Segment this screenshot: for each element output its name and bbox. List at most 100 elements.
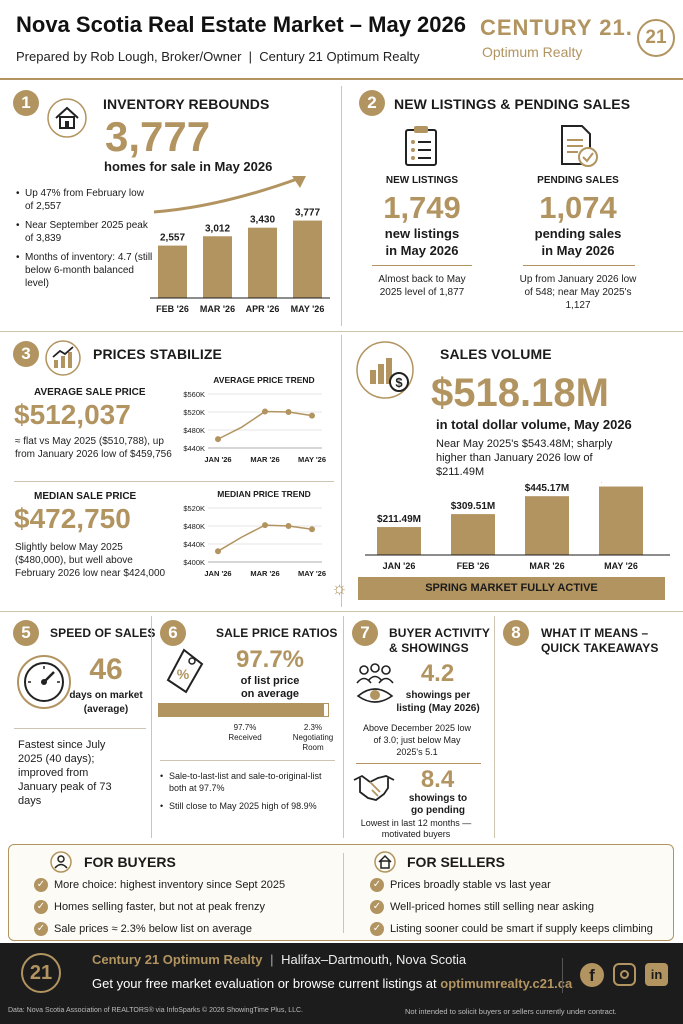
list-item: Near September 2025 peak of 3,839 xyxy=(16,219,154,245)
chart-title: AVERAGE PRICE TREND xyxy=(213,375,314,385)
divider xyxy=(14,728,146,729)
trend-arrowhead xyxy=(292,176,306,188)
linkedin-icon[interactable]: in xyxy=(645,963,668,986)
data-label: $445.17M xyxy=(525,483,569,494)
section-6-number: 6 xyxy=(160,620,186,646)
section-7-number: 7 xyxy=(352,620,378,646)
bar xyxy=(451,514,495,555)
data-label: $211.49M xyxy=(377,514,421,525)
showings-to-pending-note: Lowest in last 12 months — motivated buy… xyxy=(360,818,472,839)
bar-received-label: Received xyxy=(228,733,262,742)
data-label: $518.18M xyxy=(599,482,643,485)
bar xyxy=(203,236,232,298)
footer-cta-text: Get your free market evaluation or brows… xyxy=(92,976,441,991)
tick-label: $520K xyxy=(183,504,205,513)
data-point xyxy=(309,412,315,419)
list-item: Up 47% from February low of 2,557 xyxy=(16,187,154,213)
section-4-title: SALES VOLUME xyxy=(440,346,552,362)
bar-room-value: 2.3% xyxy=(303,723,323,732)
brand-logo: 21 xyxy=(637,19,675,57)
pending-sales-value: 1,074 xyxy=(539,190,617,225)
inventory-caption: homes for sale in May 2026 xyxy=(104,159,273,174)
data-point xyxy=(262,522,268,529)
handshake-icon xyxy=(352,770,396,809)
pending-sales-caption-2: in May 2026 xyxy=(541,243,615,258)
list-item-text: Sale prices ≈ 2.3% below list on average xyxy=(54,922,253,935)
tick-label: FEB '26 xyxy=(156,304,189,314)
data-label: 3,430 xyxy=(250,215,275,226)
divider xyxy=(14,481,334,482)
check-icon: ✓ xyxy=(370,900,384,914)
new-listings-caption-1: new listings xyxy=(384,226,460,241)
tick-label: $400K xyxy=(183,558,205,567)
section-3-title: PRICES STABILIZE xyxy=(93,346,222,362)
brand-logo-mark: 21 xyxy=(645,27,667,48)
median-price-value: $472,750 xyxy=(14,503,131,534)
section-8-number: 8 xyxy=(503,620,529,646)
showings-to-pending-value: 8.4 xyxy=(420,766,455,793)
takeaways-box xyxy=(8,844,674,941)
facebook-icon[interactable]: f xyxy=(580,963,604,987)
section-1-title: INVENTORY REBOUNDS xyxy=(103,96,270,112)
instagram-icon[interactable] xyxy=(613,963,636,986)
tick-label: $440K xyxy=(183,444,205,453)
instagram-lens xyxy=(620,970,629,979)
list-item: Months of inventory: 4.7 (still below 6-… xyxy=(16,251,154,290)
check-icon: ✓ xyxy=(34,900,48,914)
divider xyxy=(0,611,683,612)
list-item-text: More choice: highest inventory since Sep… xyxy=(54,878,286,891)
tick-label: MAR '26 xyxy=(250,455,279,464)
tick-label: MAR '26 xyxy=(250,569,279,578)
divider xyxy=(343,616,344,838)
divider xyxy=(151,616,152,838)
divider xyxy=(523,265,635,266)
series-line xyxy=(217,410,313,440)
section-2-number: 2 xyxy=(359,90,385,116)
list-item-text: Listing sooner could be smart if supply … xyxy=(390,922,653,935)
section-5-number: 5 xyxy=(13,620,39,646)
website-link[interactable]: optimumrealty.c21.ca xyxy=(440,976,573,991)
avg-price-note: ≈ flat vs May 2025 ($510,788), up from J… xyxy=(15,436,172,460)
showings-to-pending-caption-1: showings to xyxy=(408,793,468,804)
tick-label: FEB '26 xyxy=(457,561,490,571)
bar-room-label-1: Negotiating xyxy=(292,733,334,742)
footer xyxy=(0,943,683,1024)
divider xyxy=(341,335,342,607)
sellers-list: ✓ Prices broadly stable vs last year ✓ Wel… xyxy=(370,878,653,944)
footer-disclaimer: Not intended to solicit buyers or seller… xyxy=(405,1007,617,1016)
bar-received-value: 97.7% xyxy=(233,723,257,732)
bar xyxy=(293,220,322,298)
inventory-bullets: Up 47% from February low of 2,557 Near S… xyxy=(16,187,154,296)
clipboard-icon xyxy=(403,125,439,172)
sales-volume-note: Near May 2025's $543.48M; sharply higher… xyxy=(436,438,613,478)
brand-office: Optimum Realty xyxy=(482,44,583,60)
spring-banner-text: SPRING MARKET FULLY ACTIVE xyxy=(425,582,598,594)
data-point xyxy=(285,523,292,529)
bar xyxy=(158,245,187,298)
days-on-market-caption-2: (average) xyxy=(83,704,129,715)
divider xyxy=(341,86,342,326)
tick-label: MAY '26 xyxy=(291,304,325,314)
footer-cta: Get your free market evaluation or brows… xyxy=(92,976,572,991)
sale-ratio-caption-2: on average xyxy=(240,688,300,700)
divider xyxy=(494,616,495,838)
page-subtitle: Prepared by Rob Lough, Broker/Owner | Ce… xyxy=(16,49,420,64)
data-point xyxy=(215,436,221,443)
days-on-market-note: Fastest since July 2025 (40 days); impro… xyxy=(18,739,112,807)
bar xyxy=(525,496,569,555)
svg-text:%: % xyxy=(177,666,190,682)
avg-price-label: AVERAGE SALE PRICE xyxy=(34,387,146,398)
list-item-text: Homes selling faster, but not at peak fr… xyxy=(54,900,265,913)
data-point xyxy=(215,548,221,555)
sale-ratio-caption-1: of list price xyxy=(240,675,300,687)
showings-per-listing-value: 4.2 xyxy=(420,660,455,687)
pending-sales-note: Up from January 2026 low of 548; near Ma… xyxy=(519,274,637,311)
tick-label: JAN '26 xyxy=(204,569,231,578)
tick-label: JAN '26 xyxy=(383,561,416,571)
list-item: ✓ Well-priced homes still selling near as… xyxy=(370,900,653,914)
trend-arrow xyxy=(153,176,301,214)
footer-brand: Century 21 Optimum Realty xyxy=(92,952,263,967)
buyers-list: ✓ More choice: highest inventory since Se… xyxy=(34,878,285,944)
sale-ratio-bar-fill xyxy=(159,704,325,716)
chart-title: MEDIAN PRICE TREND xyxy=(217,489,311,499)
